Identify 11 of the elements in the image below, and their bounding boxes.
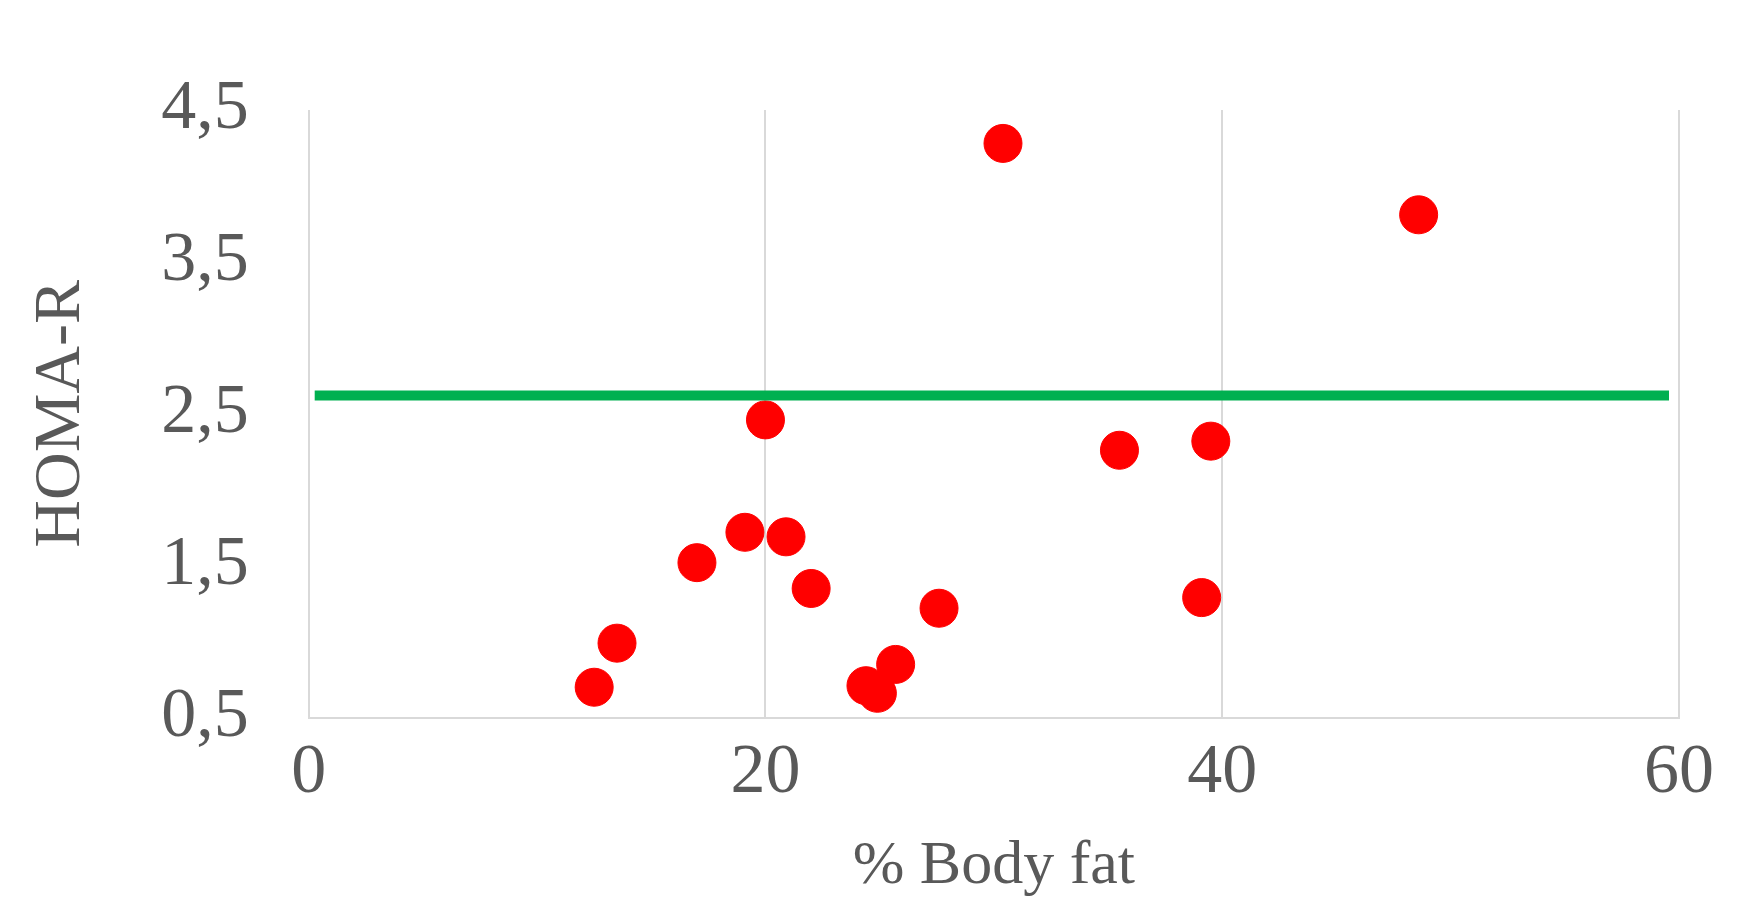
y-tick-label: 2,5 bbox=[161, 370, 249, 448]
y-tick-label: 4,5 bbox=[161, 66, 249, 144]
x-tick-label: 60 bbox=[1644, 729, 1714, 807]
x-axis-title: % Body fat bbox=[852, 828, 1136, 897]
x-tick-label: 0 bbox=[291, 729, 327, 807]
x-tick-label: 20 bbox=[730, 729, 801, 807]
x-tick-label: 40 bbox=[1187, 729, 1258, 807]
y-axis-title: HOMA-R bbox=[19, 279, 93, 548]
y-tick-label: 1,5 bbox=[161, 522, 249, 600]
y-tick-label: 0,5 bbox=[161, 673, 249, 751]
y-tick-label: 3,5 bbox=[161, 218, 249, 296]
